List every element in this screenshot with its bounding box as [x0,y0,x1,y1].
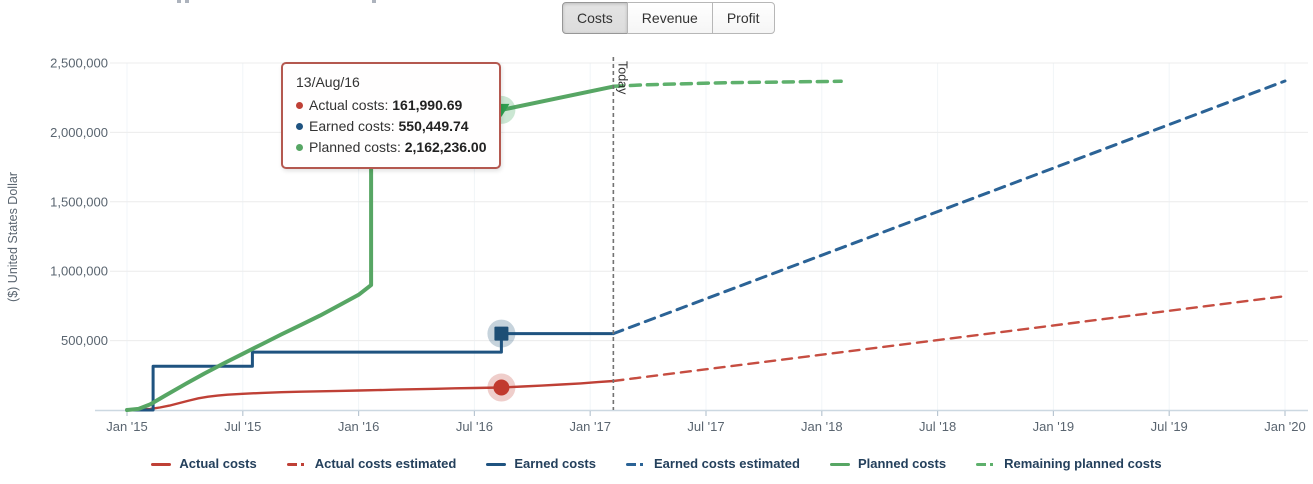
tooltip-value: 2,162,236.00 [404,139,487,155]
chart-legend: Actual costs Actual costs estimated Earned… [0,456,1313,472]
tooltip-label: Earned costs: [309,118,399,134]
x-tick-label: Jul '17 [687,419,724,434]
tab-profit[interactable]: Profit [711,2,775,34]
chart-svg[interactable]: 500,000 1,000,000 1,500,000 2,000,000 2,500,… [0,0,1313,445]
x-tick-label: Jan '17 [569,419,611,434]
tooltip-label: Actual costs: [309,97,393,113]
today-label: Today [615,61,629,95]
dashed-line-swatch-icon [976,462,997,466]
y-axis-title: ($) United States Dollar [6,172,20,302]
legend-item-planned-costs[interactable]: Planned costs [829,456,947,472]
tooltip-row-actual: Actual costs: 161,990.69 [296,95,486,116]
series-bullet-icon [296,144,303,151]
x-tick-label: Jul '16 [456,419,493,434]
clipped-text-fragment [177,0,181,3]
legend-item-earned-costs-estimated[interactable]: Earned costs estimated [626,456,800,472]
x-tick-label: Jul '19 [1151,419,1188,434]
x-tick-label: Jan '18 [801,419,843,434]
x-tick-label: Jan '20 [1264,419,1306,434]
legend-label: Remaining planned costs [1004,456,1162,471]
legend-item-actual-costs-estimated[interactable]: Actual costs estimated [286,456,457,472]
y-tick-label: 500,000 [61,333,108,348]
tooltip-row-planned: Planned costs: 2,162,236.00 [296,137,486,158]
clipped-text-fragment [185,0,189,3]
series-bullet-icon [296,123,303,130]
clipped-text-fragment [372,0,376,3]
legend-item-remaining-planned-costs[interactable]: Remaining planned costs [976,456,1162,472]
earned-costs-marker[interactable] [494,326,509,341]
cost-chart[interactable]: 500,000 1,000,000 1,500,000 2,000,000 2,500,… [0,0,1313,445]
tab-revenue[interactable]: Revenue [626,2,713,34]
series-remaining-planned-costs [611,79,843,89]
series-earned-costs-estimated [611,79,1287,336]
tooltip-value: 550,449.74 [398,118,469,134]
legend-label: Earned costs [514,456,596,471]
y-tick-label: 2,500,000 [50,56,108,71]
x-tick-label: Jul '18 [919,419,956,434]
series-bullet-icon [296,102,303,109]
series-actual-costs-estimated [612,295,1287,383]
dashed-line-swatch-icon [626,462,646,466]
x-tick-label: Jan '15 [106,419,148,434]
y-tick-label: 2,000,000 [50,125,108,140]
y-tick-label: 1,000,000 [50,264,108,279]
series-actual-costs [125,379,615,412]
tooltip-label: Planned costs: [309,139,405,155]
solid-line-swatch-icon [486,462,507,466]
chart-mode-tabs: Costs Revenue Profit [562,2,775,34]
tooltip-value: 161,990.69 [392,97,463,113]
x-tick-label: Jan '19 [1033,419,1075,434]
dashed-line-swatch-icon [286,462,307,466]
actual-costs-marker[interactable] [493,379,510,396]
solid-line-swatch-icon [151,462,172,466]
tooltip-date: 13/Aug/16 [296,74,360,90]
legend-label: Earned costs estimated [654,456,800,471]
x-tick-label: Jul '15 [224,419,261,434]
tab-costs[interactable]: Costs [562,2,628,34]
x-tick-label: Jan '16 [338,419,380,434]
legend-label: Actual costs [179,456,257,471]
tooltip-row-earned: Earned costs: 550,449.74 [296,116,486,137]
legend-label: Planned costs [857,456,947,471]
legend-item-actual-costs[interactable]: Actual costs [151,456,257,472]
legend-item-earned-costs[interactable]: Earned costs [486,456,596,472]
legend-label: Actual costs estimated [314,456,457,471]
y-tick-label: 1,500,000 [50,194,108,209]
solid-line-swatch-icon [829,462,850,466]
chart-tooltip: 13/Aug/16 Actual costs: 161,990.69 Earne… [281,62,502,169]
